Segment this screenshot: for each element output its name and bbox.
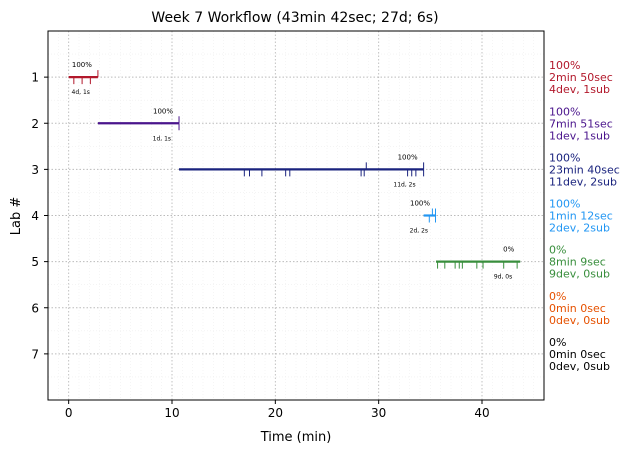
lab-7-side-percent: 0% [549,336,566,349]
lab-5-percent: 0% [503,246,514,254]
lab-2-side-counts: 1dev, 1sub [549,129,610,142]
lab-6-side-counts: 0dev, 0sub [549,314,610,327]
x-tick-label: 0 [65,406,73,420]
lab-3-side-time: 23min 40sec [549,163,620,176]
y-tick-label: 1 [31,71,39,85]
lab-4-counts: 2d, 2s [410,228,428,235]
lab-7-side-counts: 0dev, 0sub [549,360,610,373]
y-tick-label: 3 [31,163,39,177]
lab-3-side-counts: 11dev, 2sub [549,175,617,188]
y-axis-label: Lab # [9,197,24,236]
lab-4-segment: 100% 2d, 2s [410,200,437,235]
x-tick-label: 40 [474,406,489,420]
lab-5-side-percent: 0% [549,244,566,257]
lab-6-side-time: 0min 0sec [549,302,606,315]
lab-7-side-time: 0min 0sec [549,348,606,361]
series-group: 100% 4d, 1s 100% 1d, 1s 100% 11d, 2s 100% 2d, 2… [68,61,521,281]
lab-5-side-time: 8min 9sec [549,256,606,269]
lab-1-side-counts: 4dev, 1sub [549,83,610,96]
lab-3-side-percent: 100% [549,151,580,164]
y-axis: 1 2 3 4 5 6 7 [31,71,48,361]
y-tick-label: 7 [31,347,39,361]
lab-1-counts: 4d, 1s [72,89,90,96]
x-tick-label: 10 [164,406,179,420]
x-tick-label: 20 [268,406,283,420]
lab-5-segment: 0% 9d, 0s [436,246,521,281]
y-tick-label: 5 [31,255,39,269]
lab-2-side-percent: 100% [549,105,580,118]
y-tick-label: 6 [31,301,39,315]
chart-title: Week 7 Workflow (43min 42sec; 27d; 6s) [151,10,438,26]
x-tick-label: 30 [371,406,386,420]
lab-2-percent: 100% [153,107,173,115]
lab-4-side-percent: 100% [549,198,580,211]
lab-1-percent: 100% [72,61,92,69]
x-axis-label: Time (min) [260,430,332,445]
lab-4-side-counts: 2dev, 2sub [549,222,610,235]
lab-1-side-percent: 100% [549,59,580,72]
lab-5-counts: 9d, 0s [494,274,512,281]
lab-3-counts: 11d, 2s [393,181,415,188]
lab-3-percent: 100% [398,153,418,161]
lab-4-side-time: 1min 12sec [549,210,613,223]
lab-4-percent: 100% [410,200,430,208]
y-tick-label: 2 [31,117,39,131]
lab-3-segment: 100% 11d, 2s [179,153,425,188]
y-tick-label: 4 [31,209,39,223]
lab-1-side-time: 2min 50sec [549,71,613,84]
lab-6-side-percent: 0% [549,290,566,303]
x-axis: 0 10 20 30 40 [65,400,490,420]
lab-1-segment: 100% 4d, 1s [68,61,99,96]
lab-2-side-time: 7min 51sec [549,117,613,130]
lab-2-segment: 100% 1d, 1s [97,107,180,142]
lab-5-side-counts: 9dev, 0sub [549,268,610,281]
major-grid [48,31,544,400]
lab-2-counts: 1d, 1s [153,135,171,142]
